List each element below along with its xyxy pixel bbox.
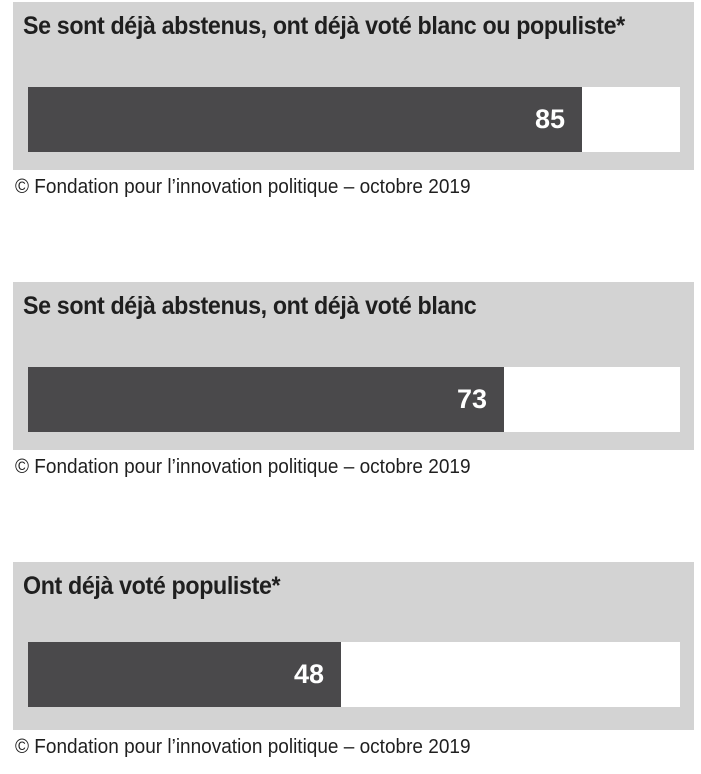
chart-title: Se sont déjà abstenus, ont déjà voté bla… [23,292,477,320]
source-note: © Fondation pour l’innovation politique … [15,736,471,758]
bar: 73 [28,367,504,432]
bar-value-label: 85 [534,104,565,134]
bar-value-label: 73 [456,384,487,414]
chart-panel-2: Se sont déjà abstenus, ont déjà voté bla… [13,282,694,450]
chart-panel-1: Se sont déjà abstenus, ont déjà voté bla… [13,2,694,170]
chart-panel-3: Ont déjà voté populiste* 48 [13,562,694,730]
bar: 48 [28,642,341,707]
bar: 85 [28,87,582,152]
chart-title: Ont déjà voté populiste* [23,572,281,600]
source-note: © Fondation pour l’innovation politique … [15,176,471,198]
bar-track: 85 [28,87,680,152]
source-note: © Fondation pour l’innovation politique … [15,456,471,478]
bar-track: 73 [28,367,680,432]
bar-value-label: 48 [293,659,324,689]
bar-track: 48 [28,642,680,707]
chart-title: Se sont déjà abstenus, ont déjà voté bla… [23,12,625,40]
